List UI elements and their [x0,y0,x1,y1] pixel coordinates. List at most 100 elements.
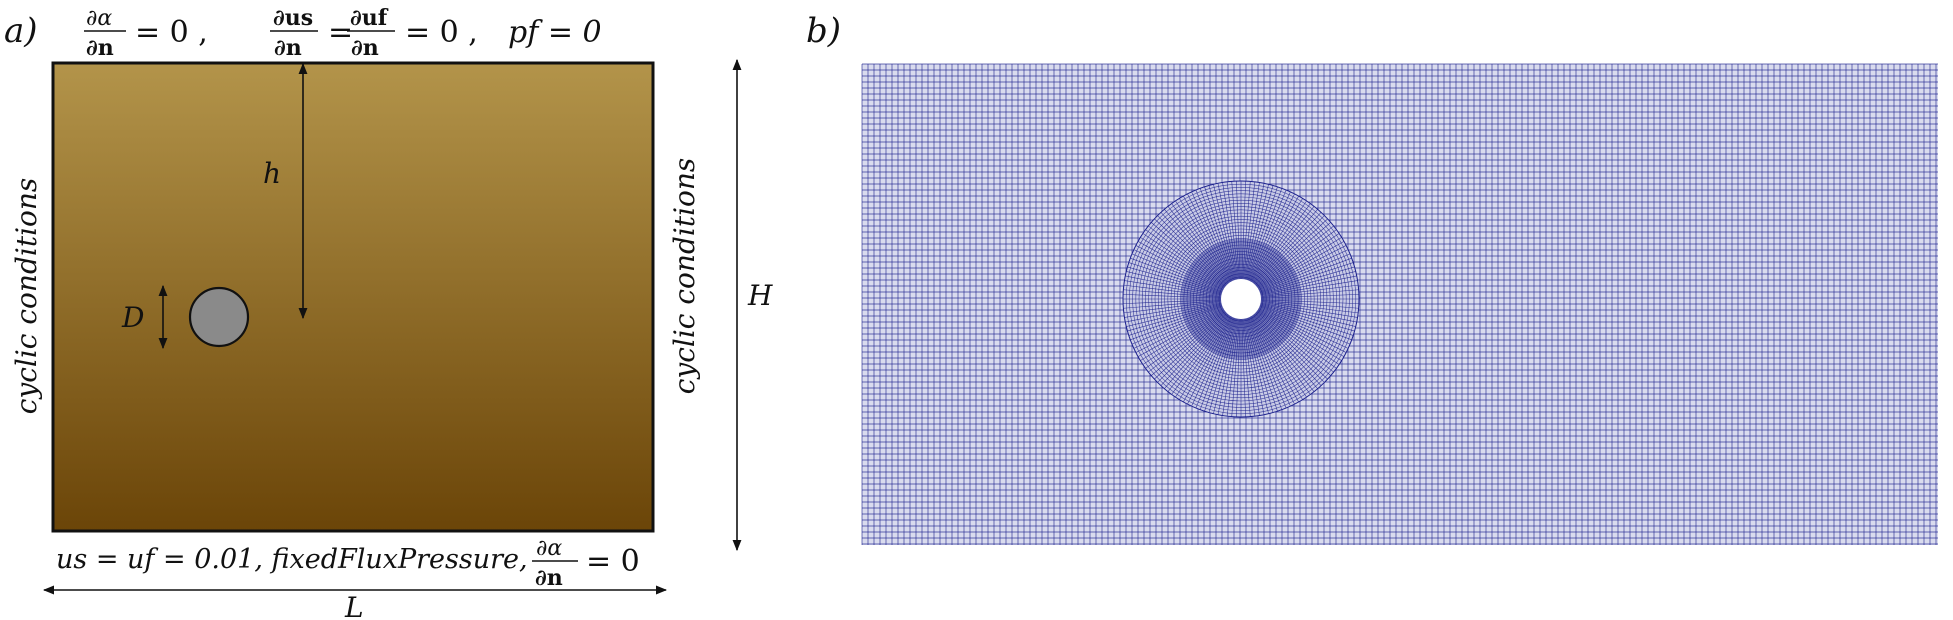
mesh-spoke [1254,313,1322,386]
mesh-spoke [1259,304,1354,336]
mesh-spoke [1125,302,1222,323]
soil-domain [51,61,655,533]
mesh-spoke [1126,303,1222,327]
mesh-spoke [1248,317,1287,409]
mesh-spoke [1126,271,1222,295]
mesh-spoke [1246,186,1278,281]
mesh-spoke [1204,317,1236,412]
mesh-spoke [1259,257,1352,293]
mesh-spoke [1260,284,1359,297]
mesh-spoke [1249,193,1295,282]
mesh-spoke [1253,206,1315,284]
mesh-spoke [1259,305,1352,341]
mesh-spoke [1260,303,1356,327]
mesh-spoke [1154,312,1227,380]
mesh-spoke [1179,315,1231,400]
mesh-spoke [1260,302,1357,323]
mesh-spoke [1259,307,1349,349]
mesh-spoke [1208,318,1236,413]
mesh-spoke [1243,181,1256,280]
mesh-spoke [1253,314,1315,392]
right-cyclic-label: cyclic conditions [668,158,701,395]
mesh-spoke [1244,183,1265,280]
mesh-spoke [1148,225,1226,287]
mesh-spoke [1254,212,1322,285]
mesh-spoke [1260,266,1355,294]
mesh-spoke [1183,195,1232,282]
top-eq-mid: = [328,15,353,50]
mesh-spoke [1253,314,1318,389]
mesh-spoke [1179,198,1231,283]
mesh-spoke [1131,253,1223,292]
mesh-spoke [1217,183,1238,280]
top-den-3: ∂n [351,35,379,61]
mesh-spoke [1260,299,1359,304]
mesh-spoke [1145,229,1225,288]
mesh-spoke [1213,184,1237,280]
mesh-spoke [1260,301,1358,318]
mesh-spoke [1255,312,1328,380]
mesh-spoke [1128,304,1223,336]
mesh-spoke [1133,249,1223,291]
mesh-spoke [1246,185,1274,280]
mesh-spoke [1236,181,1241,280]
mesh-spoke [1226,318,1239,417]
dim-H-label: H [747,279,773,312]
mesh-spoke [1249,317,1291,407]
mesh-spoke [1258,307,1347,353]
mesh-spoke [1242,181,1251,280]
mesh-spoke [1257,309,1342,361]
mesh-spoke [1243,182,1260,280]
mesh-spoke [1260,289,1359,298]
mesh-spoke [1231,318,1240,417]
mesh-spoke [1258,308,1345,357]
mesh-spoke [1140,237,1225,289]
top-eq-zero-2: = 0 , [405,15,478,50]
mesh-spoke [1242,318,1251,417]
mesh-spoke [1145,310,1225,369]
mesh-spoke [1142,309,1225,365]
mesh-spoke [1260,294,1359,299]
mesh-spoke [1256,311,1331,376]
mesh-spoke [1245,184,1269,280]
mesh-spoke [1217,318,1238,415]
mesh-spoke [1256,311,1334,373]
top-dus-num: ∂us [273,5,313,31]
mesh-spoke [1243,318,1256,417]
mesh-spoke [1123,301,1222,314]
mesh-spoke [1208,185,1236,280]
mesh-spoke [1204,186,1236,281]
top-dalpha-num: ∂α [86,6,112,31]
mesh-spoke [1257,229,1337,288]
bottom-frac-num: ∂α [536,536,562,561]
mesh-spoke [1260,280,1358,297]
mesh-spoke [1252,203,1311,283]
mesh-spoke [1157,215,1228,286]
top-eq-zero-1: = 0 , [135,15,208,50]
panel-b-label: b) [806,11,841,51]
mesh-spoke [1135,245,1224,291]
mesh-spoke [1245,318,1269,414]
mesh-spoke [1249,191,1291,281]
mesh-spoke [1256,225,1334,287]
mesh-spoke [1252,315,1311,395]
mesh-spoke [1243,318,1260,416]
mesh-spoke [1175,200,1231,283]
mesh-spoke [1249,316,1295,405]
mesh-spoke [1140,309,1225,361]
mesh-spoke [1241,181,1246,280]
dim-D-label: D [121,301,144,334]
mesh-spoke [1257,237,1342,289]
mesh-spoke [1128,262,1223,294]
top-boundary-condition: ∂α ∂n = 0 , ∂us ∂n = ∂uf ∂n = 0 , pf = 0 [84,5,602,61]
mesh-spoke [1130,257,1223,293]
mesh-spoke [1131,306,1223,345]
mesh-hole [1221,279,1261,319]
mesh-background [862,64,1938,545]
mesh-spoke [1231,181,1240,280]
mesh-spoke [1258,245,1347,291]
mesh-spoke [1135,307,1224,353]
mesh-spoke [1137,241,1224,290]
mesh-spoke [1251,200,1307,283]
